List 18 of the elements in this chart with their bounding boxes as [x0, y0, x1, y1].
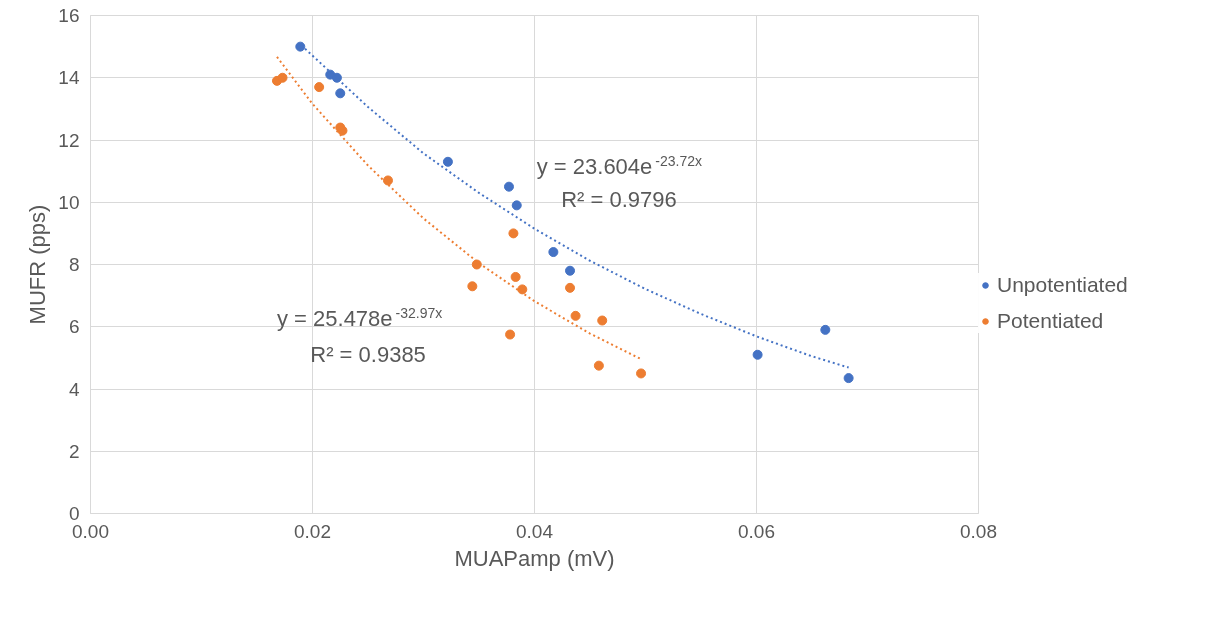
y-tick-label: 12	[58, 129, 80, 151]
legend-label: Potentiated	[997, 309, 1104, 333]
x-tick-label: 0.08	[960, 520, 997, 542]
annotation: R² = 0.9385	[310, 342, 426, 368]
x-tick-label: 0.06	[738, 520, 775, 542]
y-tick-label: 16	[58, 5, 80, 26]
x-tick-label: 0.04	[516, 520, 554, 542]
annotation: R² = 0.9796	[561, 186, 677, 212]
y-tick-label: 10	[58, 191, 80, 213]
x-tick-label: 0.02	[294, 520, 331, 542]
y-tick-label: 8	[68, 254, 80, 275]
y-axis-title: MUFR (pps)	[25, 204, 51, 325]
x-axis-title: MUAPamp (mV)	[454, 545, 615, 571]
y-tick-label: 6	[68, 316, 80, 338]
y-tick-label: 14	[58, 67, 80, 89]
y-tick-label: 4	[68, 378, 80, 400]
y-tick-label: 2	[68, 440, 80, 462]
legend-label: Unpotentiated	[997, 273, 1128, 297]
